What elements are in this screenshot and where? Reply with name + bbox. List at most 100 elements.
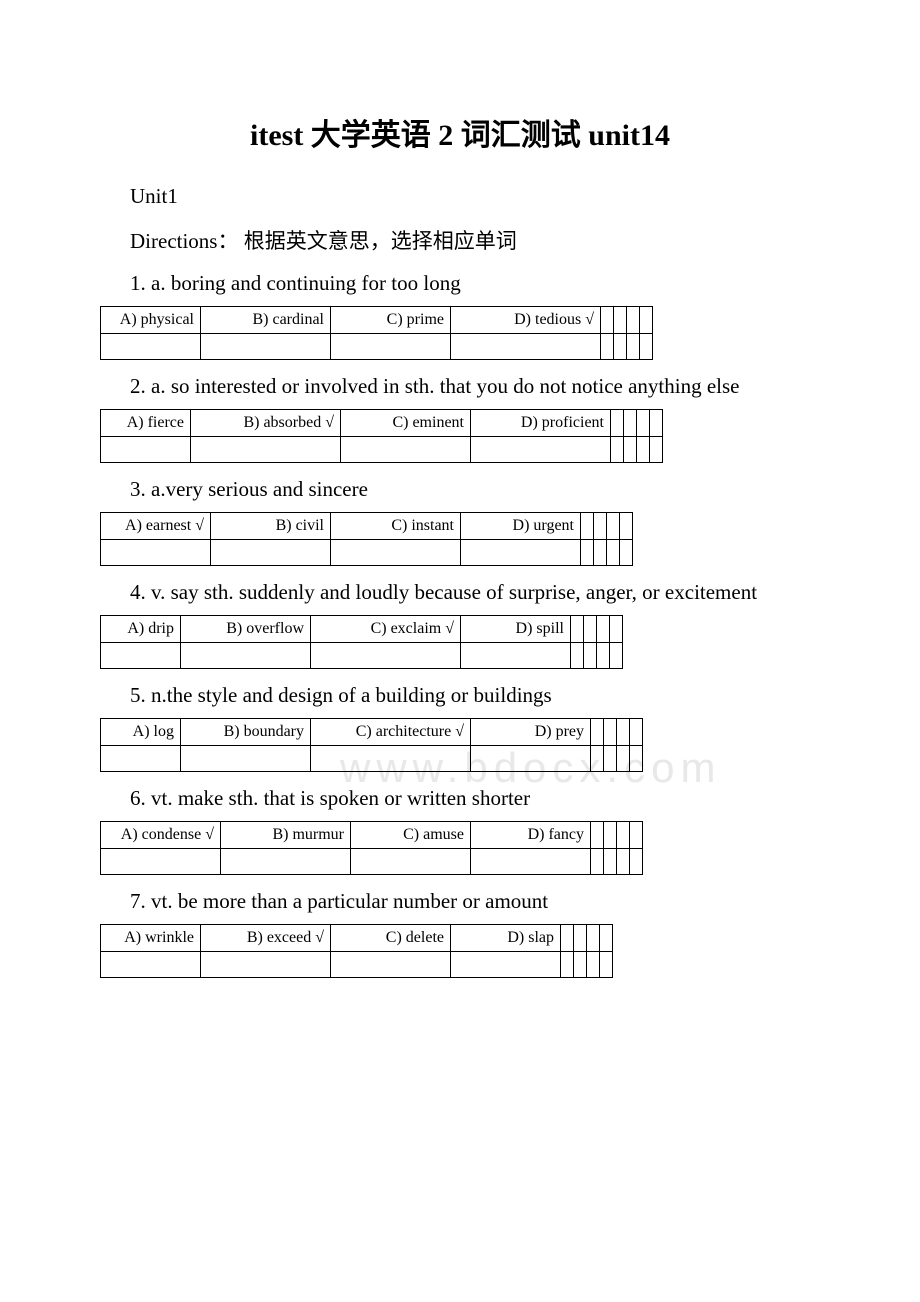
empty-cell xyxy=(201,952,331,978)
spacer-cell xyxy=(624,437,637,463)
answer-option: C) delete xyxy=(331,925,451,952)
answer-table: A) earnest √B) civilC) instantD) urgent xyxy=(100,512,633,566)
spacer-cell xyxy=(607,513,620,540)
empty-cell xyxy=(191,437,341,463)
spacer-cell xyxy=(604,719,617,746)
directions: Directions： 根据英文意思，选择相应单词 xyxy=(130,225,820,255)
answer-option: C) instant xyxy=(331,513,461,540)
empty-cell xyxy=(311,746,471,772)
answer-option: A) wrinkle xyxy=(101,925,201,952)
spacer-cell xyxy=(600,925,613,952)
spacer-cell xyxy=(624,410,637,437)
unit-label: Unit1 xyxy=(130,184,820,209)
spacer-cell xyxy=(610,616,623,643)
questions-container: 1. a. boring and continuing for too long… xyxy=(100,271,820,978)
answer-option: B) civil xyxy=(211,513,331,540)
spacer-cell xyxy=(571,643,584,669)
answer-option: B) exceed √ xyxy=(201,925,331,952)
empty-cell xyxy=(331,334,451,360)
empty-cell xyxy=(471,849,591,875)
spacer-cell xyxy=(574,952,587,978)
empty-cell xyxy=(461,643,571,669)
spacer-cell xyxy=(561,952,574,978)
spacer-cell xyxy=(581,513,594,540)
spacer-cell xyxy=(594,540,607,566)
answer-option: D) prey xyxy=(471,719,591,746)
spacer-cell xyxy=(611,410,624,437)
spacer-cell xyxy=(630,719,643,746)
spacer-cell xyxy=(650,410,663,437)
spacer-cell xyxy=(617,849,630,875)
answer-option: C) architecture √ xyxy=(311,719,471,746)
spacer-cell xyxy=(610,643,623,669)
answer-option: A) earnest √ xyxy=(101,513,211,540)
spacer-cell xyxy=(617,746,630,772)
answer-table: A) physicalB) cardinalC) primeD) tedious… xyxy=(100,306,653,360)
spacer-cell xyxy=(591,719,604,746)
spacer-cell xyxy=(637,437,650,463)
answer-option: C) exclaim √ xyxy=(311,616,461,643)
spacer-cell xyxy=(584,616,597,643)
spacer-cell xyxy=(640,334,653,360)
question-text: 1. a. boring and continuing for too long xyxy=(130,271,820,296)
spacer-cell xyxy=(620,513,633,540)
empty-cell xyxy=(211,540,331,566)
spacer-cell xyxy=(587,952,600,978)
spacer-cell xyxy=(591,822,604,849)
answer-table: A) fierceB) absorbed √C) eminentD) profi… xyxy=(100,409,663,463)
spacer-cell xyxy=(604,746,617,772)
empty-cell xyxy=(101,334,201,360)
empty-cell xyxy=(351,849,471,875)
answer-option: A) condense √ xyxy=(101,822,221,849)
spacer-cell xyxy=(601,334,614,360)
spacer-cell xyxy=(630,849,643,875)
spacer-cell xyxy=(637,410,650,437)
spacer-cell xyxy=(607,540,620,566)
spacer-cell xyxy=(614,334,627,360)
answer-option: D) proficient xyxy=(471,410,611,437)
empty-cell xyxy=(341,437,471,463)
spacer-cell xyxy=(611,437,624,463)
answer-option: D) fancy xyxy=(471,822,591,849)
spacer-cell xyxy=(597,616,610,643)
answer-option: B) murmur xyxy=(221,822,351,849)
spacer-cell xyxy=(584,643,597,669)
spacer-cell xyxy=(617,822,630,849)
spacer-cell xyxy=(574,925,587,952)
answer-option: A) fierce xyxy=(101,410,191,437)
question-text: 7. vt. be more than a particular number … xyxy=(130,889,820,914)
answer-option: B) boundary xyxy=(181,719,311,746)
spacer-cell xyxy=(594,513,607,540)
spacer-cell xyxy=(604,849,617,875)
empty-cell xyxy=(311,643,461,669)
empty-cell xyxy=(461,540,581,566)
answer-table: A) wrinkleB) exceed √C) deleteD) slap xyxy=(100,924,613,978)
answer-table: A) logB) boundaryC) architecture √D) pre… xyxy=(100,718,643,772)
empty-cell xyxy=(101,849,221,875)
empty-cell xyxy=(471,746,591,772)
empty-cell xyxy=(101,437,191,463)
empty-cell xyxy=(101,540,211,566)
answer-option: C) eminent xyxy=(341,410,471,437)
spacer-cell xyxy=(650,437,663,463)
answer-table: A) condense √B) murmurC) amuseD) fancy xyxy=(100,821,643,875)
spacer-cell xyxy=(597,643,610,669)
spacer-cell xyxy=(601,307,614,334)
empty-cell xyxy=(451,952,561,978)
spacer-cell xyxy=(604,822,617,849)
empty-cell xyxy=(101,952,201,978)
question-text: 5. n.the style and design of a building … xyxy=(130,683,820,708)
spacer-cell xyxy=(627,307,640,334)
answer-table: A) dripB) overflowC) exclaim √D) spill xyxy=(100,615,623,669)
answer-option: A) physical xyxy=(101,307,201,334)
empty-cell xyxy=(101,643,181,669)
spacer-cell xyxy=(561,925,574,952)
empty-cell xyxy=(451,334,601,360)
empty-cell xyxy=(471,437,611,463)
empty-cell xyxy=(101,746,181,772)
spacer-cell xyxy=(620,540,633,566)
answer-option: B) absorbed √ xyxy=(191,410,341,437)
answer-option: C) amuse xyxy=(351,822,471,849)
answer-option: D) tedious √ xyxy=(451,307,601,334)
answer-option: D) spill xyxy=(461,616,571,643)
